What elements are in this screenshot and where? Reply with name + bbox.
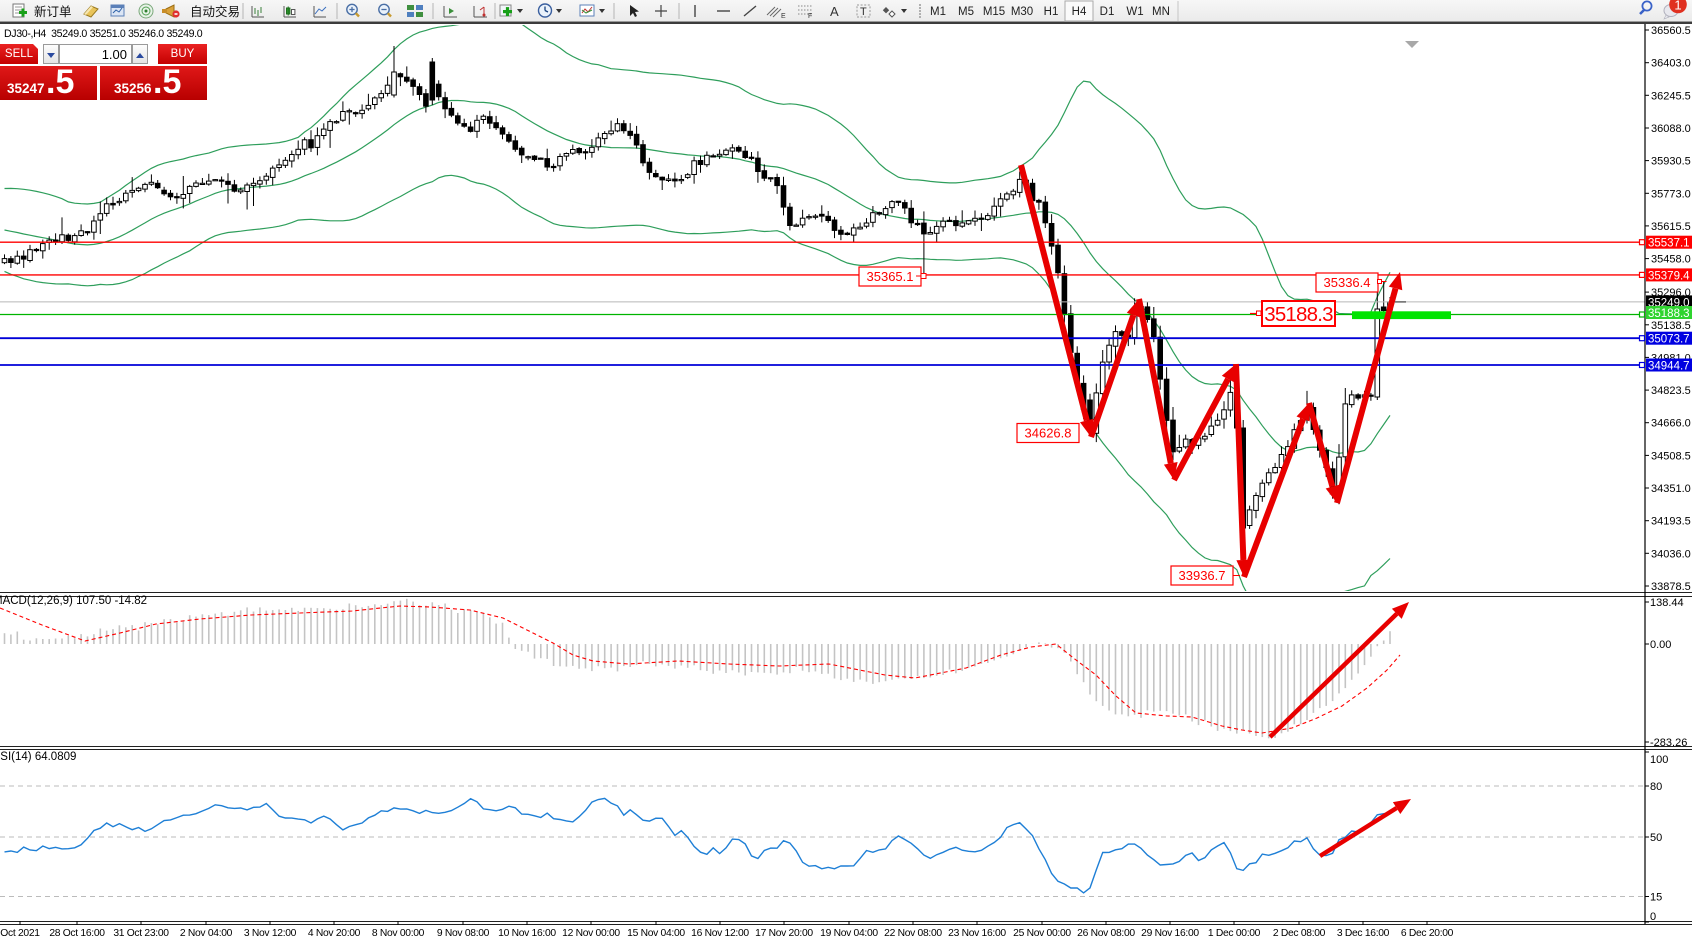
svg-text:35930.5: 35930.5	[1651, 156, 1691, 168]
svg-text:36403.0: 36403.0	[1651, 58, 1691, 70]
svg-text:36560.5: 36560.5	[1651, 25, 1691, 37]
svg-text:33878.5: 33878.5	[1651, 581, 1691, 593]
svg-text:35138.5: 35138.5	[1651, 320, 1691, 332]
svg-text:6 Dec 20:00: 6 Dec 20:00	[1401, 928, 1454, 939]
svg-text:35188.3: 35188.3	[1264, 303, 1333, 326]
svg-text:35615.5: 35615.5	[1651, 221, 1691, 233]
svg-text:23 Nov 16:00: 23 Nov 16:00	[948, 928, 1006, 939]
svg-text:0: 0	[1650, 911, 1656, 923]
svg-text:M15: M15	[983, 6, 1005, 18]
svg-text:2 Dec 08:00: 2 Dec 08:00	[1273, 928, 1326, 939]
svg-text:H1: H1	[1044, 6, 1059, 18]
svg-text:F: F	[808, 13, 812, 20]
svg-text:34193.5: 34193.5	[1651, 516, 1691, 528]
svg-text:0.00: 0.00	[1650, 639, 1671, 651]
svg-text:10 Nov 16:00: 10 Nov 16:00	[498, 928, 556, 939]
svg-text:35188.3: 35188.3	[1648, 308, 1690, 320]
svg-text:138.44: 138.44	[1650, 597, 1684, 609]
svg-text:-283.26: -283.26	[1650, 737, 1687, 749]
svg-text:34626.8: 34626.8	[1025, 426, 1072, 441]
svg-text:MACD(12,26,9) 107.50 -14.82: MACD(12,26,9) 107.50 -14.82	[0, 595, 147, 607]
svg-text:35073.7: 35073.7	[1648, 334, 1690, 346]
svg-text:新订单: 新订单	[34, 4, 72, 19]
svg-text:T: T	[860, 6, 867, 18]
svg-text:28 Oct 16:00: 28 Oct 16:00	[49, 928, 105, 939]
svg-text:36088.0: 36088.0	[1651, 123, 1691, 135]
svg-text:1 Dec 00:00: 1 Dec 00:00	[1208, 928, 1261, 939]
svg-text:Oct 2021: Oct 2021	[0, 928, 40, 939]
svg-text:D1: D1	[1100, 6, 1115, 18]
svg-text:36245.5: 36245.5	[1651, 90, 1691, 102]
svg-text:31 Oct 23:00: 31 Oct 23:00	[113, 928, 169, 939]
svg-text:1: 1	[1674, 0, 1681, 13]
svg-text:100: 100	[1650, 754, 1668, 766]
svg-text:15: 15	[1650, 892, 1662, 904]
svg-text:80: 80	[1650, 781, 1662, 793]
svg-text:M5: M5	[958, 6, 974, 18]
svg-text:自动交易: 自动交易	[190, 4, 240, 19]
svg-text:M1: M1	[930, 6, 946, 18]
svg-text:34666.0: 34666.0	[1651, 418, 1691, 430]
svg-text:12 Nov 00:00: 12 Nov 00:00	[562, 928, 620, 939]
svg-text:RSI(14) 64.0809: RSI(14) 64.0809	[0, 751, 76, 763]
svg-text:25 Nov 00:00: 25 Nov 00:00	[1013, 928, 1071, 939]
svg-text:3 Dec 16:00: 3 Dec 16:00	[1337, 928, 1390, 939]
svg-text:22 Nov 08:00: 22 Nov 08:00	[884, 928, 942, 939]
svg-text:34508.5: 34508.5	[1651, 450, 1691, 462]
svg-text:35365.1: 35365.1	[867, 269, 914, 284]
svg-text:35458.0: 35458.0	[1651, 254, 1691, 266]
svg-text:M30: M30	[1011, 6, 1033, 18]
svg-text:33936.7: 33936.7	[1179, 568, 1226, 583]
svg-text:H4: H4	[1072, 6, 1087, 18]
svg-text:19 Nov 04:00: 19 Nov 04:00	[820, 928, 878, 939]
svg-text:8 Nov 00:00: 8 Nov 00:00	[372, 928, 425, 939]
svg-text:16 Nov 12:00: 16 Nov 12:00	[691, 928, 749, 939]
svg-text:17 Nov 20:00: 17 Nov 20:00	[755, 928, 813, 939]
svg-text:W1: W1	[1126, 6, 1143, 18]
svg-text:35773.0: 35773.0	[1651, 188, 1691, 200]
svg-text:9 Nov 08:00: 9 Nov 08:00	[437, 928, 490, 939]
svg-text:E: E	[781, 13, 786, 20]
svg-text:35537.1: 35537.1	[1648, 238, 1690, 250]
svg-text:34823.5: 34823.5	[1651, 385, 1691, 397]
svg-text:15 Nov 04:00: 15 Nov 04:00	[627, 928, 685, 939]
svg-text:34944.7: 34944.7	[1648, 361, 1690, 373]
svg-text:A: A	[830, 4, 839, 19]
svg-text:4 Nov 20:00: 4 Nov 20:00	[308, 928, 361, 939]
svg-text:3 Nov 12:00: 3 Nov 12:00	[244, 928, 297, 939]
svg-text:26 Nov 08:00: 26 Nov 08:00	[1077, 928, 1135, 939]
svg-text:29 Nov 16:00: 29 Nov 16:00	[1141, 928, 1199, 939]
svg-text:MN: MN	[1152, 6, 1170, 18]
svg-text:35379.4: 35379.4	[1648, 270, 1690, 282]
svg-text:2 Nov 04:00: 2 Nov 04:00	[180, 928, 233, 939]
svg-text:50: 50	[1650, 832, 1662, 844]
svg-text:35336.4: 35336.4	[1324, 275, 1371, 290]
svg-text:34036.0: 34036.0	[1651, 548, 1691, 560]
svg-text:34351.0: 34351.0	[1651, 483, 1691, 495]
